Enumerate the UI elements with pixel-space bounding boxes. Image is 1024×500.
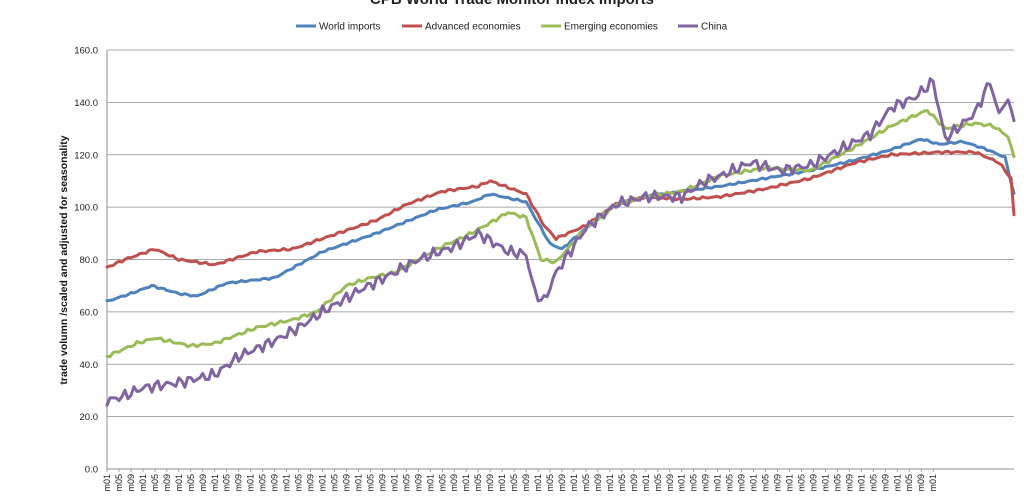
x-tick-label: m09 [880,474,890,492]
x-tick-label: m01 [605,474,615,492]
series-line-advanced-economies [105,149,1016,269]
y-tick-label: 160.0 [74,46,98,57]
x-tick-label: m09 [737,474,747,492]
x-tick-label: m05 [222,474,232,492]
x-tick-label: m09 [377,474,387,492]
x-tick-label: m09 [629,474,639,492]
x-tick-label: m09 [162,474,172,492]
x-tick-label: m01 [533,474,543,492]
y-tick-label: 60.0 [80,307,99,318]
x-tick-label: m01 [138,474,148,492]
x-tick-label: m01 [677,474,687,492]
x-tick-label: m01 [246,474,256,492]
y-tick-label: 140.0 [74,98,98,109]
x-tick-label: m01 [641,474,651,492]
x-tick-label: m05 [401,474,411,492]
x-tick-label: m01 [282,474,292,492]
x-tick-label: m01 [749,474,759,492]
x-tick-label: m09 [773,474,783,492]
x-tick-label: m05 [617,474,627,492]
x-tick-label: m05 [294,474,304,492]
series-line-world-imports [105,137,1016,303]
legend-label: China [701,22,728,33]
legend-label: World imports [319,22,381,33]
chart-title: CPB World Trade Monitor Index Imports [370,0,654,8]
x-tick-label: m05 [509,474,519,492]
x-tick-label: m05 [581,474,591,492]
x-tick-label: m01 [389,474,399,492]
x-tick-label: m01 [928,474,938,492]
x-tick-label: m05 [114,474,124,492]
x-tick-label: m05 [689,474,699,492]
series-lines [105,77,1016,407]
x-tick-label: m01 [713,474,723,492]
y-tick-label: 0.0 [85,465,98,476]
x-tick-label: m01 [569,474,579,492]
x-tick-label: m01 [102,474,112,492]
x-axis-ticks: m01 m05 m09 m01 m05 m09 m01 m05 m09 m01 m05 m09 m01 m… [102,469,938,492]
x-tick-label: m01 [856,474,866,492]
x-tick-label: m05 [329,474,339,492]
x-tick-label: m01 [353,474,363,492]
y-tick-label: 100.0 [74,203,98,214]
x-tick-label: m09 [341,474,351,492]
x-tick-label: m09 [234,474,244,492]
legend: World imports Advanced economies Emerging … [296,22,728,33]
x-tick-label: m09 [593,474,603,492]
y-tick-label: 120.0 [74,150,98,161]
x-tick-label: m09 [449,474,459,492]
x-tick-label: m05 [868,474,878,492]
x-tick-label: m05 [186,474,196,492]
x-tick-label: m09 [665,474,675,492]
y-axis-ticks: 0.0 20.0 40.0 60.0 80.0 100.0 120.0 140.0 160.0 [74,46,98,476]
series-line-emerging-economies [105,109,1016,359]
y-tick-label: 80.0 [80,255,99,266]
x-tick-label: m01 [461,474,471,492]
x-tick-label: m05 [545,474,555,492]
x-tick-label: m09 [521,474,531,492]
legend-label: Emerging economies [564,22,658,33]
x-tick-label: m05 [796,474,806,492]
x-tick-label: m05 [832,474,842,492]
x-tick-label: m01 [210,474,220,492]
x-tick-label: m05 [653,474,663,492]
gridlines [106,49,1014,470]
x-tick-label: m05 [365,474,375,492]
y-axis-label: trade volumn /scaled and adjusted for se… [58,135,70,384]
x-tick-label: m09 [916,474,926,492]
x-tick-label: m01 [318,474,328,492]
y-tick-label: 20.0 [80,412,99,423]
x-tick-label: m09 [126,474,136,492]
x-tick-label: m09 [485,474,495,492]
x-tick-label: m05 [437,474,447,492]
series-line-china [105,77,1016,407]
x-tick-label: m01 [497,474,507,492]
x-tick-label: m09 [270,474,280,492]
x-tick-label: m09 [198,474,208,492]
x-tick-label: m05 [258,474,268,492]
x-tick-label: m09 [844,474,854,492]
x-tick-label: m05 [150,474,160,492]
x-tick-label: m09 [557,474,567,492]
x-tick-label: m09 [701,474,711,492]
x-tick-label: m01 [425,474,435,492]
x-tick-label: m09 [413,474,423,492]
x-tick-label: m05 [761,474,771,492]
x-tick-label: m01 [820,474,830,492]
x-tick-label: m05 [725,474,735,492]
x-tick-label: m09 [306,474,316,492]
y-tick-label: 40.0 [80,360,99,371]
x-tick-label: m05 [473,474,483,492]
x-tick-label: m05 [904,474,914,492]
x-tick-label: m01 [892,474,902,492]
x-tick-label: m01 [174,474,184,492]
x-tick-label: m01 [784,474,794,492]
legend-label: Advanced economies [425,22,521,33]
x-tick-label: m09 [808,474,818,492]
